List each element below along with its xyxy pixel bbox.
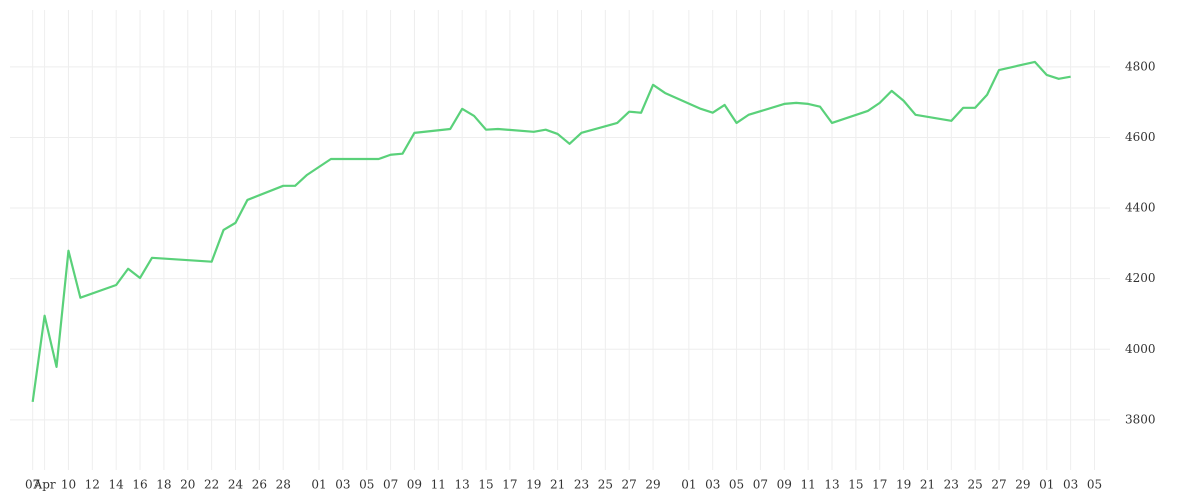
x-tick-label: 17 <box>502 478 517 492</box>
x-tick-label: 26 <box>252 478 267 492</box>
x-tick-label: 15 <box>848 478 863 492</box>
y-tick-label: 4400 <box>1125 201 1156 215</box>
x-tick-label: 14 <box>109 478 125 492</box>
x-tick-label: 24 <box>228 478 244 492</box>
x-tick-label: 09 <box>777 478 792 492</box>
x-tick-label: 17 <box>872 478 887 492</box>
x-tick-label: 29 <box>645 478 660 492</box>
x-tick-label: 09 <box>407 478 422 492</box>
x-tick-label: 25 <box>598 478 613 492</box>
x-tick-label: 23 <box>944 478 959 492</box>
x-tick-label: 22 <box>204 478 219 492</box>
x-tick-label: 27 <box>622 478 637 492</box>
x-tick-label: 05 <box>359 478 374 492</box>
y-tick-label: 4200 <box>1125 271 1156 285</box>
x-tick-label: 29 <box>1015 478 1030 492</box>
price-line <box>31 60 1071 403</box>
x-tick-label: 07 <box>25 478 40 492</box>
x-tick-label: 05 <box>729 478 744 492</box>
x-tick-label: 01 <box>681 478 696 492</box>
x-tick-label: 23 <box>574 478 589 492</box>
x-tick-label: 05 <box>1087 478 1102 492</box>
x-tick-label: 19 <box>896 478 911 492</box>
x-tick-label: 27 <box>991 478 1006 492</box>
x-tick-label: 21 <box>550 478 565 492</box>
y-tick-label: 4000 <box>1125 342 1156 356</box>
x-tick-label: 13 <box>455 478 470 492</box>
x-tick-label: 03 <box>705 478 720 492</box>
x-tick-label: 28 <box>276 478 291 492</box>
x-tick-label: 11 <box>431 478 446 492</box>
x-tick-label: 18 <box>156 478 171 492</box>
x-tick-label: 03 <box>1063 478 1078 492</box>
y-tick-label: 4600 <box>1125 130 1156 144</box>
x-tick-label: Apr <box>33 478 56 492</box>
x-tick-label: 15 <box>478 478 493 492</box>
y-tick-label: 3800 <box>1125 412 1156 426</box>
x-tick-label: 20 <box>180 478 195 492</box>
x-tick-label: 03 <box>335 478 350 492</box>
x-tick-label: 07 <box>383 478 398 492</box>
x-tick-label: 21 <box>920 478 935 492</box>
x-tick-label: 16 <box>132 478 147 492</box>
y-tick-label: 4800 <box>1125 59 1156 73</box>
x-tick-label: 11 <box>801 478 816 492</box>
x-tick-label: 07 <box>753 478 768 492</box>
x-tick-label: 13 <box>824 478 839 492</box>
x-tick-label: 10 <box>61 478 76 492</box>
x-tick-label: 01 <box>311 478 326 492</box>
x-tick-label: 25 <box>968 478 983 492</box>
x-tick-label: 12 <box>85 478 100 492</box>
x-tick-label: 01 <box>1039 478 1054 492</box>
x-tick-label: 19 <box>526 478 541 492</box>
